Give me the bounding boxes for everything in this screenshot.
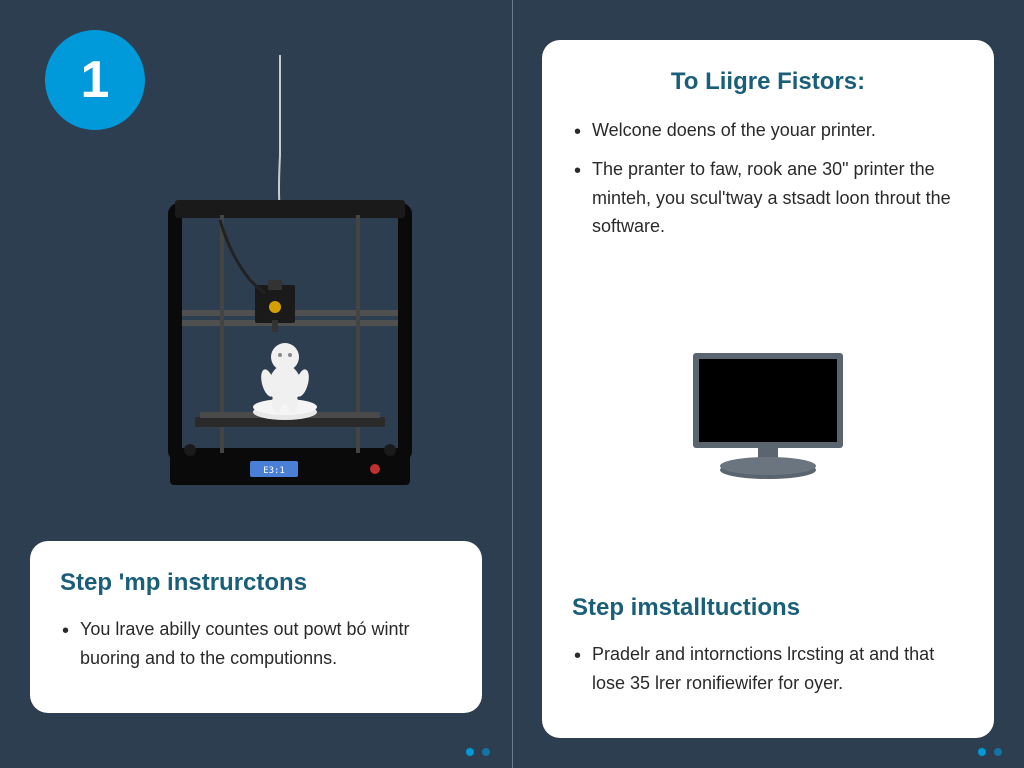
printer-illustration: E3:1 [160, 55, 420, 495]
right-panel: To Liigre Fistors: Welcone doens of the … [512, 0, 1024, 768]
right-bottom-title: Step imstalltuctions [572, 594, 964, 622]
list-item: Pradelr and intornctions lrcsting at and… [572, 640, 964, 698]
monitor-illustration-area [572, 271, 964, 564]
right-bottom-bullets: Pradelr and intornctions lrcsting at and… [572, 640, 964, 698]
page-dot[interactable] [482, 748, 490, 756]
list-item: You lrave abilly countes out powt bó win… [60, 615, 452, 673]
page-dot[interactable] [466, 748, 474, 756]
left-instruction-card: Step 'mp instrurctons You lrave abilly c… [30, 541, 482, 713]
right-bottom-section: Step imstalltuctions Pradelr and intornc… [572, 594, 964, 708]
right-top-bullets: Welcone doens of the youar printer. The … [572, 116, 964, 251]
list-item: The pranter to faw, rook ane 30" printer… [572, 155, 964, 241]
step-number-badge: 1 [45, 30, 145, 130]
list-item: Welcone doens of the youar printer. [572, 116, 964, 145]
page-dot[interactable] [994, 748, 1002, 756]
left-card-title: Step 'mp instrurctons [60, 569, 452, 597]
printer-icon: E3:1 [160, 55, 420, 495]
step-number: 1 [81, 50, 110, 110]
left-panel: 1 [0, 0, 512, 768]
right-top-title: To Liigre Fistors: [572, 68, 964, 96]
monitor-icon [683, 348, 853, 488]
left-card-bullets: You lrave abilly countes out powt bó win… [60, 615, 452, 673]
page-dot[interactable] [978, 748, 986, 756]
pagination-right [978, 748, 1002, 756]
right-card: To Liigre Fistors: Welcone doens of the … [542, 40, 994, 738]
svg-text:E3:1: E3:1 [263, 466, 285, 476]
pagination-left [466, 748, 490, 756]
